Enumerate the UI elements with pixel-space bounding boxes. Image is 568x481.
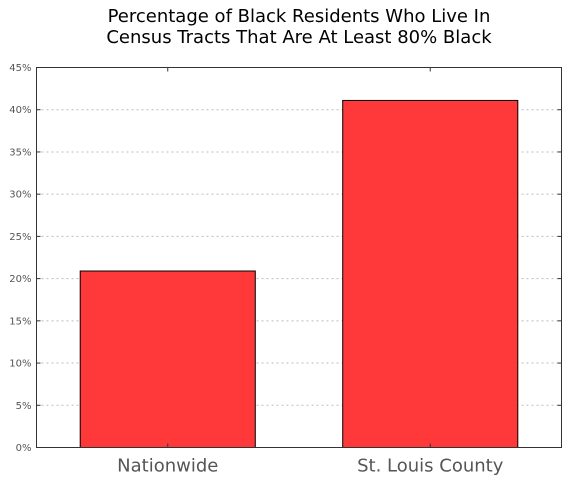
axis-ticks bbox=[36, 67, 562, 448]
y-tick-label: 0% bbox=[16, 443, 32, 454]
chart-title-line-2: Census Tracts That Are At Least 80% Blac… bbox=[106, 27, 492, 48]
y-tick-label: 30% bbox=[9, 190, 31, 201]
x-tick-label: St. Louis County bbox=[357, 456, 504, 477]
y-tick-label: 5% bbox=[16, 401, 32, 412]
x-axis-tick-labels: Nationwide St. Louis County bbox=[117, 456, 504, 477]
chart-title-line-1: Percentage of Black Residents Who Live I… bbox=[107, 6, 491, 27]
y-tick-label: 15% bbox=[9, 316, 31, 327]
plot-frame bbox=[36, 67, 562, 448]
chart-title: Percentage of Black Residents Who Live I… bbox=[36, 6, 562, 48]
y-tick-label: 45% bbox=[9, 63, 31, 74]
bar bbox=[342, 99, 519, 449]
y-tick-label: 40% bbox=[9, 105, 31, 116]
y-axis-tick-labels: 0% 5% 10% 15% 20% 25% 30% 35% 40% 45% bbox=[9, 63, 31, 454]
bars bbox=[79, 99, 519, 449]
y-tick-label: 25% bbox=[9, 232, 31, 243]
y-tick-label: 20% bbox=[9, 274, 31, 285]
x-tick-label: Nationwide bbox=[117, 456, 218, 477]
y-tick-label: 10% bbox=[9, 359, 31, 370]
y-tick-label: 35% bbox=[9, 147, 31, 158]
bar bbox=[79, 270, 256, 448]
